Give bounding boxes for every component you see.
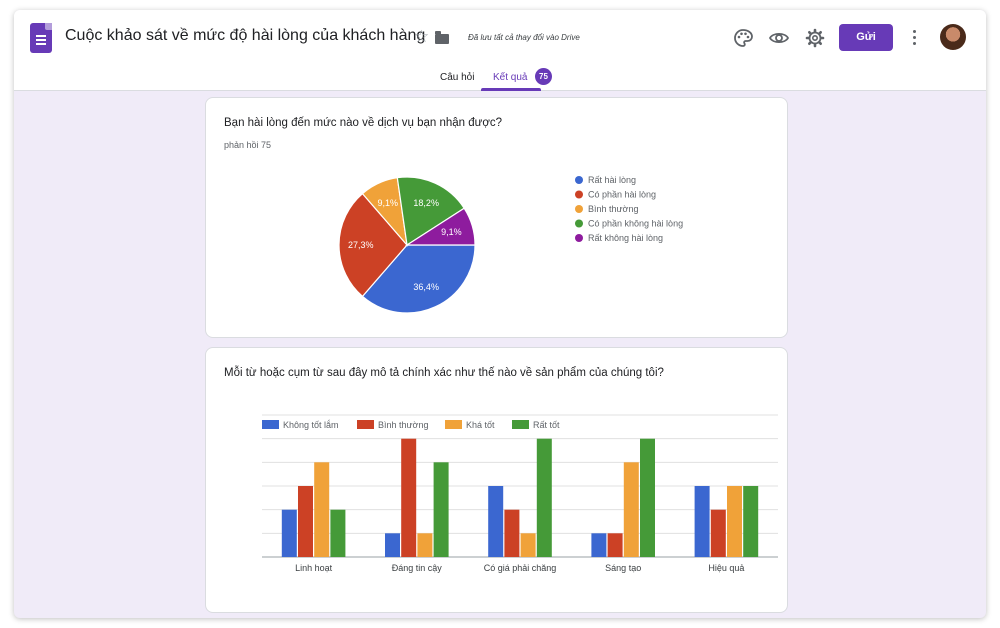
bar-chart: Không tốt lắm Bình thường Khá tốt Rất tốt Li…: [262, 414, 778, 573]
form-title[interactable]: Cuộc khảo sát về mức độ hài lòng của khá…: [65, 27, 426, 44]
legend-swatch: [575, 190, 583, 199]
pie-slice-label: 27,3%: [348, 240, 374, 250]
legend-swatch: [445, 420, 462, 429]
legend-label: Không tốt lắm: [283, 420, 339, 430]
bar: [727, 486, 742, 557]
tab-responses[interactable]: Kết quả: [493, 72, 528, 83]
user-avatar[interactable]: [940, 24, 966, 50]
legend-swatch: [512, 420, 529, 429]
bar: [504, 509, 520, 557]
save-status: Đã lưu tất cả thay đổi vào Drive: [468, 33, 580, 42]
pie-slice: [396, 176, 466, 247]
send-button[interactable]: Gửi: [839, 24, 893, 51]
legend-label: Bình thường: [588, 204, 638, 214]
bar: [743, 486, 759, 557]
bar: [281, 509, 297, 557]
legend-label: Bình thường: [378, 420, 428, 430]
pie-slice: [404, 207, 476, 246]
app-window: Cuộc khảo sát về mức độ hài lòng của khá…: [14, 10, 986, 618]
forms-logo-icon[interactable]: [30, 23, 52, 53]
x-tick-label: Sáng tạo: [605, 563, 641, 573]
bar: [710, 509, 726, 557]
question-title: Mỗi từ hoặc cụm từ sau đây mô tả chính x…: [224, 367, 664, 379]
legend-label: Rất không hài lòng: [588, 233, 663, 243]
bar: [330, 509, 346, 557]
x-tick-label: Đáng tin cậy: [392, 563, 443, 573]
settings-gear-icon[interactable]: [804, 27, 826, 49]
bar: [591, 533, 607, 557]
x-tick-label: Có giá phải chăng: [484, 563, 557, 573]
x-tick-label: Linh hoạt: [295, 563, 333, 573]
legend-swatch: [575, 205, 583, 213]
question-card-satisfaction: Bạn hài lòng đến mức nào về dịch vụ bạn …: [205, 97, 788, 338]
preview-eye-icon[interactable]: [768, 27, 790, 49]
palette-icon[interactable]: [732, 27, 754, 49]
bar: [401, 438, 417, 557]
x-tick-label: Hiệu quả: [708, 563, 744, 573]
bar: [488, 486, 504, 557]
more-options-icon[interactable]: [910, 27, 920, 49]
bar: [298, 486, 313, 557]
bar: [694, 486, 710, 557]
bar: [623, 462, 639, 557]
legend-swatch: [262, 420, 279, 429]
pie-slice-label: 18,2%: [413, 198, 439, 208]
bar: [607, 533, 623, 557]
pie-slice: [338, 192, 408, 298]
bar: [433, 462, 449, 557]
question-card-product: Mỗi từ hoặc cụm từ sau đây mô tả chính x…: [205, 347, 788, 613]
star-icon[interactable]: ☆: [414, 27, 430, 46]
bar: [536, 438, 552, 557]
legend-label: Có phần hài lòng: [588, 190, 656, 200]
top-bar: Cuộc khảo sát về mức độ hài lòng của khá…: [14, 10, 986, 91]
legend-label: Khá tốt: [466, 420, 495, 430]
pie-chart: 36,4% 27,3% 9,1% 18,2% 9,1% Rất hài lòng Có ph…: [338, 175, 683, 314]
active-tab-indicator: [481, 88, 541, 91]
legend-swatch: [575, 219, 583, 228]
legend-label: Rất hài lòng: [588, 175, 636, 185]
bar: [640, 438, 655, 557]
pie-slice-label: 36,4%: [413, 282, 439, 292]
bar: [417, 533, 433, 557]
legend-label: Có phần không hài lòng: [588, 219, 683, 229]
tab-questions[interactable]: Câu hỏi: [440, 72, 475, 83]
bar: [314, 462, 330, 557]
legend-swatch: [357, 420, 374, 429]
legend-swatch: [575, 176, 583, 184]
folder-icon[interactable]: [435, 31, 449, 44]
pie-slice-label: 9,1%: [378, 198, 399, 208]
bar: [385, 533, 400, 557]
pie-slice: [361, 244, 476, 314]
question-title: Bạn hài lòng đến mức nào về dịch vụ bạn …: [224, 117, 503, 129]
legend-label: Rất tốt: [533, 420, 560, 430]
response-count-badge: 75: [535, 68, 552, 85]
pie-slice-label: 9,1%: [441, 227, 462, 237]
response-count: phản hồi 75: [224, 140, 272, 150]
legend-swatch: [575, 234, 583, 242]
bar: [520, 533, 536, 557]
